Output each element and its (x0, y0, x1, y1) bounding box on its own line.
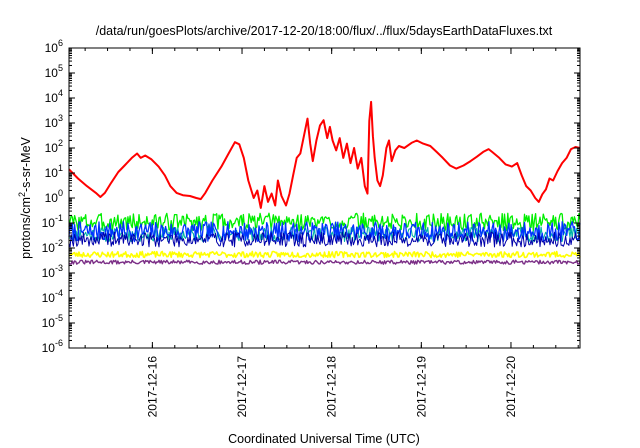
y-tick-base: 10 (42, 341, 56, 355)
y-tick-label: 10-5 (42, 313, 63, 330)
series-line (68, 250, 581, 259)
y-tick-base: 10 (42, 266, 56, 280)
y-tick-exponent: 0 (58, 188, 63, 198)
y-tick-exponent: -6 (55, 338, 63, 348)
y-tick-exponent: 6 (58, 38, 63, 48)
series-line (68, 100, 581, 209)
x-tick-label: 2017-12-20 (504, 356, 518, 418)
y-tick-exponent: 4 (58, 88, 63, 98)
y-axis-label: protons/cm2-s-sr-MeV (17, 136, 33, 258)
y-tick-exponent: 3 (58, 113, 63, 123)
y-tick-label: 100 (45, 188, 63, 205)
y-axis-label-main: protons/cm (19, 197, 33, 259)
y-tick-exponent: 5 (58, 63, 63, 73)
y-axis-ticks: 10-610-510-410-310-210-11001011021031041… (42, 38, 580, 355)
y-tick-label: 10-1 (42, 213, 63, 230)
x-axis-label: Coordinated Universal Time (UTC) (228, 432, 420, 446)
y-tick-base: 10 (45, 191, 59, 205)
y-tick-base: 10 (45, 116, 59, 130)
y-tick-label: 104 (45, 88, 63, 105)
y-tick-exponent: -1 (55, 213, 63, 223)
y-tick-base: 10 (45, 41, 59, 55)
y-tick-label: 102 (45, 138, 63, 155)
x-tick-label: 2017-12-16 (145, 356, 159, 418)
y-axis-label-sup: 2 (17, 192, 27, 197)
y-tick-base: 10 (42, 241, 56, 255)
series-line (68, 259, 581, 265)
y-tick-exponent: -2 (55, 238, 63, 248)
y-tick-label: 105 (45, 63, 63, 80)
plot-frame (68, 47, 581, 349)
y-tick-label: 10-6 (42, 338, 63, 355)
y-tick-exponent: 1 (58, 163, 63, 173)
y-tick-label: 101 (45, 163, 63, 180)
y-tick-exponent: -5 (55, 313, 63, 323)
x-tick-label: 2017-12-17 (235, 356, 249, 418)
y-tick-exponent: -3 (55, 263, 63, 273)
y-tick-exponent: -4 (55, 288, 63, 298)
y-tick-label: 103 (45, 113, 63, 130)
y-tick-base: 10 (45, 166, 59, 180)
y-tick-label: 10-4 (42, 288, 63, 305)
y-tick-base: 10 (45, 66, 59, 80)
series-line (68, 231, 581, 248)
y-tick-base: 10 (42, 316, 56, 330)
y-axis-label-rest: -s-sr-MeV (19, 136, 33, 192)
y-tick-base: 10 (42, 291, 56, 305)
svg-text:protons/cm2-s-sr-MeV: protons/cm2-s-sr-MeV (17, 136, 33, 258)
y-tick-label: 10-3 (42, 263, 63, 280)
chart-title: /data/run/goesPlots/archive/2017-12-20/1… (96, 24, 553, 38)
x-tick-label: 2017-12-19 (414, 356, 428, 418)
y-tick-base: 10 (42, 216, 56, 230)
y-tick-label: 10-2 (42, 238, 63, 255)
y-tick-exponent: 2 (58, 138, 63, 148)
y-tick-base: 10 (45, 91, 59, 105)
x-tick-label: 2017-12-18 (325, 356, 339, 418)
y-tick-base: 10 (45, 141, 59, 155)
y-tick-label: 106 (45, 38, 63, 55)
series-layer (68, 100, 581, 265)
series-line (68, 212, 581, 232)
x-axis-ticks: 2017-12-16 2017-12-17 2017-12-18 2017-12-19… (84, 48, 579, 418)
